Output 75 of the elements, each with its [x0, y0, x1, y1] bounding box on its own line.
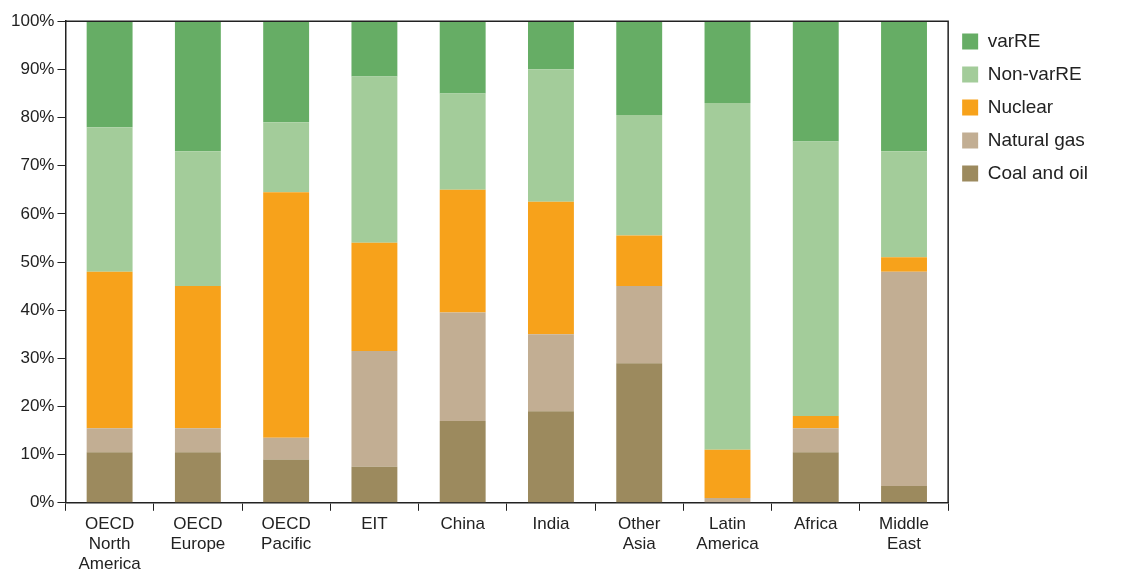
bar	[881, 21, 927, 152]
bar	[528, 69, 574, 202]
bar	[704, 103, 751, 450]
bar	[439, 21, 486, 94]
y-tick-label: 30%	[20, 348, 55, 368]
bar	[439, 312, 486, 421]
bar	[616, 363, 663, 503]
x-tick-label: China	[440, 513, 486, 533]
bar	[528, 21, 574, 70]
y-tick-label: 100%	[11, 10, 55, 30]
bar	[263, 192, 310, 438]
x-tick-label: OECD Pacific	[261, 513, 312, 554]
legend-label: Coal and oil	[987, 161, 1088, 183]
x-tick-label: Latin America	[696, 513, 760, 554]
bar	[174, 21, 221, 152]
x-tick-label: Middle East	[878, 513, 930, 554]
bar	[174, 286, 221, 429]
bar	[881, 271, 927, 486]
bar	[174, 151, 221, 287]
y-tick-label: 70%	[20, 155, 55, 175]
x-tick-label: Other Asia	[617, 513, 661, 554]
x-tick-label: India	[532, 513, 570, 533]
bar	[792, 428, 839, 453]
y-tick-label: 80%	[20, 107, 55, 127]
bar	[439, 189, 486, 313]
bar	[704, 449, 751, 498]
y-tick-label: 20%	[20, 396, 55, 416]
bar	[174, 428, 221, 453]
y-tick-label: 60%	[20, 203, 55, 223]
bar	[792, 21, 839, 142]
bar	[439, 420, 486, 503]
y-tick-label: 0%	[29, 492, 55, 512]
y-tick-label: 50%	[20, 251, 55, 271]
bar	[528, 201, 574, 335]
bar	[439, 93, 486, 190]
legend-label: Natural gas	[987, 128, 1085, 150]
bar	[881, 485, 927, 503]
bar	[616, 235, 663, 287]
bar	[351, 21, 398, 77]
bar	[616, 21, 663, 116]
x-tick-label: Africa	[794, 513, 839, 533]
bar	[351, 76, 398, 243]
legend-label: varRE	[987, 29, 1041, 51]
bar	[263, 437, 310, 460]
bar	[792, 141, 839, 417]
legend-label: Nuclear	[987, 95, 1054, 117]
bar	[792, 452, 839, 503]
y-tick-label: 40%	[20, 299, 55, 319]
bar	[86, 428, 133, 453]
bar	[528, 411, 574, 503]
bar	[86, 452, 133, 503]
bar	[528, 334, 574, 412]
y-tick-label: 90%	[20, 59, 55, 79]
bar	[351, 351, 398, 467]
bar	[263, 122, 310, 193]
bar	[792, 416, 839, 429]
bar	[86, 127, 133, 272]
x-tick-label: EIT	[361, 513, 388, 533]
bar	[881, 151, 927, 258]
bar	[351, 242, 398, 352]
bar	[174, 452, 221, 503]
bar	[86, 21, 133, 128]
bar	[86, 271, 133, 429]
bar	[704, 497, 751, 503]
y-tick-label: 10%	[20, 444, 55, 464]
x-tick-label: OECD North America	[78, 513, 142, 574]
bar	[616, 115, 663, 236]
bar	[616, 286, 663, 364]
legend-label: Non-varRE	[987, 62, 1082, 84]
bar	[351, 466, 398, 503]
bar	[704, 21, 751, 104]
bar	[263, 459, 310, 503]
x-tick-label: OECD Europe	[170, 513, 226, 554]
bar	[881, 257, 927, 272]
bar	[263, 21, 310, 123]
